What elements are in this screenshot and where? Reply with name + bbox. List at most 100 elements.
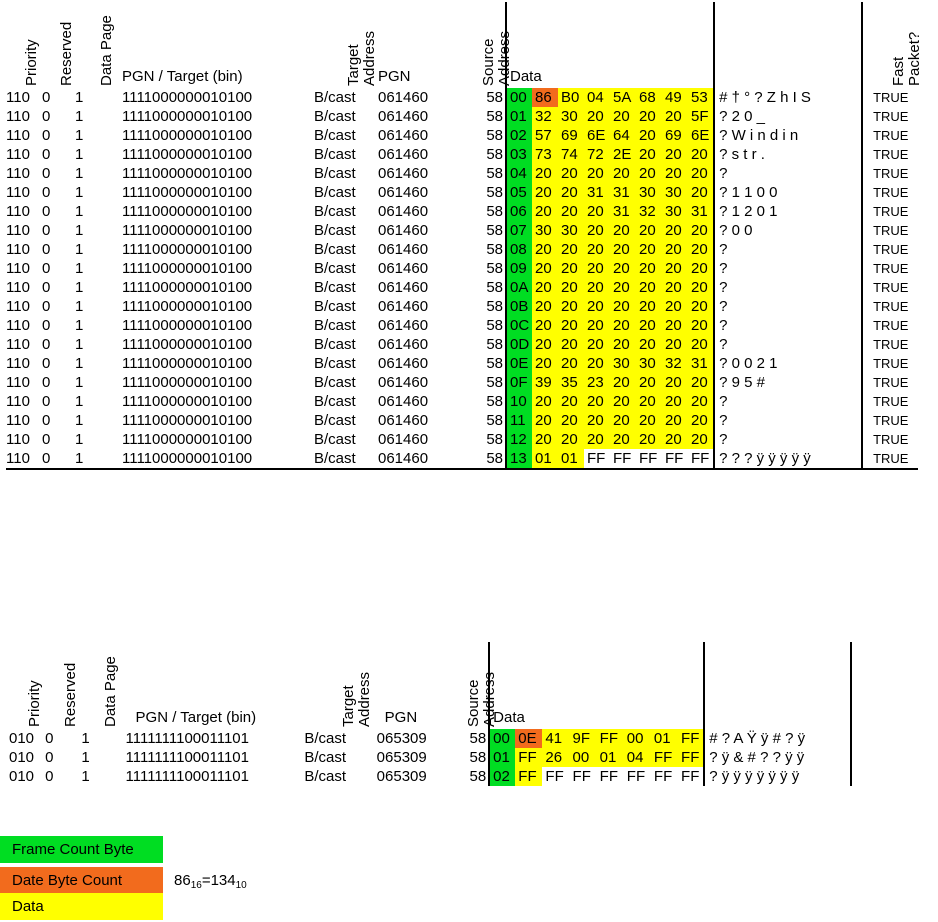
data-byte: 20 [610, 107, 636, 126]
reserved-cell: 0 [42, 127, 51, 144]
source-address-cell: 58 [456, 392, 507, 411]
data-byte: 32 [662, 354, 688, 373]
data-byte: 20 [532, 392, 558, 411]
source-address-cell: 58 [456, 126, 507, 145]
data-byte: 35 [558, 373, 584, 392]
fast-packet-cell: TRUE [873, 147, 909, 162]
pgn-binary-cell: 1111000000010100 [122, 260, 253, 277]
header-data: Data [489, 642, 706, 729]
table-row: 110 0 1 1111000000010100 B/cast 061460 58 0C 20 2… [6, 316, 918, 335]
priority-cell: 110 [6, 298, 30, 315]
data-byte: 20 [662, 107, 688, 126]
data-byte: 20 [636, 164, 662, 183]
ascii-cell: ? [714, 164, 864, 183]
frame-count-byte: 12 [506, 430, 532, 449]
data-byte: 20 [610, 297, 636, 316]
data-byte: 20 [584, 392, 610, 411]
priority-cell: 110 [6, 165, 30, 182]
fast-packet-cell: TRUE [873, 204, 909, 219]
data-page-cell: 1 [75, 165, 84, 182]
ascii-cell: ? 2 0 _ [714, 107, 864, 126]
data-byte: 20 [688, 240, 716, 259]
data-byte: 20 [662, 373, 688, 392]
ascii-cell: # ? A Ÿ ÿ # ? ÿ [704, 729, 852, 748]
data-byte: 32 [636, 202, 662, 221]
pgn-cell: 061460 [378, 203, 429, 220]
data-byte: 30 [636, 354, 662, 373]
pgn-cell: 061460 [378, 336, 429, 353]
source-address-cell: 58 [456, 240, 507, 259]
reserved-cell: 0 [42, 108, 51, 125]
data-byte: 20 [584, 411, 610, 430]
data-byte: 2E [610, 145, 636, 164]
pgn-binary-cell: 1111000000010100 [122, 184, 253, 201]
data-byte: 20 [584, 430, 610, 449]
header-pgn: PGN [384, 709, 418, 726]
data-byte: 20 [584, 354, 610, 373]
data-byte: 20 [636, 316, 662, 335]
data-byte: 20 [662, 145, 688, 164]
table-row: 110 0 1 1111000000010100 B/cast 061460 58 07 30 3… [6, 221, 918, 240]
data-byte: 49 [662, 88, 688, 107]
ascii-cell: ? 1 1 0 0 [714, 183, 864, 202]
target-address-cell: B/cast [314, 393, 356, 410]
data-byte: 20 [558, 278, 584, 297]
data-byte: 73 [532, 145, 558, 164]
target-address-cell: B/cast [314, 241, 356, 258]
pgn-cell: 061460 [378, 374, 429, 391]
data-page-cell: 1 [75, 89, 84, 106]
target-address-cell: B/cast [314, 336, 356, 353]
data-byte: 31 [688, 354, 716, 373]
source-address-cell: 58 [456, 88, 507, 107]
frame-count-byte: 01 [506, 107, 532, 126]
frame-count-byte: 09 [506, 259, 532, 278]
reserved-cell: 0 [42, 260, 51, 277]
data-page-cell: 1 [81, 768, 90, 785]
data-byte: 31 [688, 202, 716, 221]
fast-packet-cell: TRUE [873, 185, 909, 200]
ascii-cell: ? 0 0 [714, 221, 864, 240]
legend-data: Data [0, 893, 163, 920]
header-pgn: PGN [378, 68, 411, 85]
data-byte: FF [665, 450, 684, 467]
data-byte: 20 [636, 373, 662, 392]
source-address-cell: 58 [442, 729, 491, 748]
data-byte: 20 [558, 164, 584, 183]
data-byte: 20 [636, 259, 662, 278]
table-row: 110 0 1 1111000000010100 B/cast 061460 58 10 20 2… [6, 392, 918, 411]
data-byte: 20 [688, 392, 716, 411]
fast-packet-cell: TRUE [873, 413, 909, 428]
source-address-cell: 58 [442, 748, 491, 767]
reserved-cell: 0 [42, 431, 51, 448]
header-reserved: Reserved [57, 21, 75, 86]
reserved-cell: 0 [42, 393, 51, 410]
priority-cell: 110 [6, 127, 30, 144]
pgn-binary-cell: 1111000000010100 [122, 279, 253, 296]
fast-packet-cell: TRUE [873, 299, 909, 314]
data-byte: 20 [532, 278, 558, 297]
target-address-cell: B/cast [314, 279, 356, 296]
source-address-cell: 58 [456, 354, 507, 373]
data-byte: 20 [688, 145, 716, 164]
data-byte: 20 [532, 297, 558, 316]
data-byte: 20 [688, 278, 716, 297]
data-byte: 20 [636, 392, 662, 411]
ascii-cell: ? [714, 240, 864, 259]
data-byte: 20 [610, 430, 636, 449]
frame-count-byte: 05 [506, 183, 532, 202]
pgn-cell: 061460 [378, 317, 429, 334]
fast-packet-cell: TRUE [873, 128, 909, 143]
data-byte: FF [678, 767, 706, 786]
fast-packet-cell: TRUE [873, 261, 909, 276]
data-byte: 5F [688, 107, 716, 126]
fast-packet-cell: TRUE [873, 432, 909, 447]
data-byte: 57 [532, 126, 558, 145]
data-page-cell: 1 [81, 730, 90, 747]
data-byte: FF [515, 767, 543, 786]
priority-cell: 010 [9, 749, 35, 766]
data-byte: 20 [532, 164, 558, 183]
reserved-cell: 0 [42, 374, 51, 391]
fast-packet-table-2: Priority Reserved Data Page PGN / Target… [9, 642, 852, 786]
source-address-cell: 58 [456, 335, 507, 354]
data-byte: 20 [584, 335, 610, 354]
